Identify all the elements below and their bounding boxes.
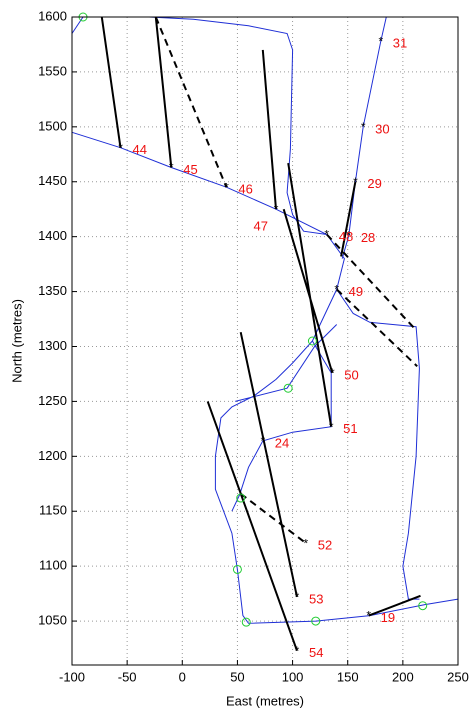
- y-tick-label: 1250: [38, 393, 67, 408]
- point-label: 31: [393, 36, 407, 51]
- y-tick-label: 1400: [38, 228, 67, 243]
- point-star: *: [353, 175, 358, 189]
- point-star: *: [334, 283, 339, 297]
- y-tick-label: 1550: [38, 63, 67, 78]
- y-tick-label: 1200: [38, 448, 67, 463]
- y-tick-label: 1500: [38, 118, 67, 133]
- green-marker: [241, 617, 251, 627]
- point-label: 28: [361, 230, 375, 245]
- point-label: 45: [183, 162, 197, 177]
- green-marker: [307, 336, 317, 346]
- point-star: *: [378, 34, 383, 48]
- point-label: 49: [349, 284, 363, 299]
- point-label: 51: [343, 421, 357, 436]
- y-tick-label: 1150: [39, 503, 67, 518]
- y-tick-label: 1450: [38, 173, 67, 188]
- y-tick-label: 1100: [39, 558, 67, 573]
- point-label: 29: [367, 176, 381, 191]
- x-tick-label: 100: [282, 669, 304, 684]
- point-star: *: [330, 366, 335, 380]
- point-label: 44: [133, 142, 147, 157]
- point-label: 46: [238, 182, 252, 197]
- dashed-line: [154, 16, 418, 544]
- point-star: *: [329, 420, 334, 434]
- y-axis-label: North (metres): [9, 299, 24, 383]
- point-star: *: [361, 120, 366, 134]
- point-label: 47: [254, 219, 268, 234]
- point-star: *: [324, 228, 329, 242]
- solid-line: [100, 16, 421, 652]
- point-label: 52: [318, 538, 332, 553]
- x-tick-label: 250: [447, 669, 469, 684]
- point-star: *: [295, 644, 300, 658]
- x-tick-label: 0: [179, 669, 186, 684]
- x-tick-label: 50: [230, 669, 244, 684]
- point-star: *: [303, 536, 308, 550]
- axes-box: [71, 16, 459, 666]
- x-tick-label: 150: [337, 669, 359, 684]
- point-star: *: [169, 161, 174, 175]
- y-tick-label: 1350: [38, 283, 67, 298]
- point-label: 53: [309, 591, 323, 606]
- point-label: 48: [339, 229, 353, 244]
- x-axis-label: East (metres): [226, 693, 304, 708]
- point-label: 30: [375, 121, 389, 136]
- x-tick-label: 200: [392, 669, 414, 684]
- green-marker: [283, 383, 293, 393]
- point-label: 50: [344, 367, 358, 382]
- point-star: *: [260, 434, 265, 448]
- plot-area: [72, 17, 458, 665]
- green-marker: [232, 564, 242, 574]
- point-label: 54: [309, 645, 323, 660]
- x-tick-label: -100: [59, 669, 85, 684]
- point-label: 19: [381, 610, 395, 625]
- point-star: *: [118, 141, 123, 155]
- green-marker: [236, 493, 246, 503]
- green-marker: [311, 616, 321, 626]
- point-star: *: [274, 202, 279, 216]
- point-star: *: [346, 229, 351, 243]
- y-tick-label: 1050: [38, 613, 67, 628]
- point-label: 24: [275, 435, 289, 450]
- point-star: *: [366, 609, 371, 623]
- y-tick-label: 1600: [38, 8, 67, 23]
- x-tick-label: -50: [118, 669, 137, 684]
- green-marker: [418, 601, 428, 611]
- point-star: *: [295, 590, 300, 604]
- point-star: *: [224, 180, 229, 194]
- y-tick-label: 1300: [38, 338, 67, 353]
